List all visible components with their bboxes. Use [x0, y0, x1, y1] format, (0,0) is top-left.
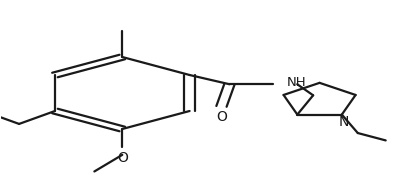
Text: O: O [117, 151, 128, 165]
Text: O: O [216, 110, 227, 124]
Text: NH: NH [287, 76, 307, 89]
Text: N: N [339, 115, 349, 129]
